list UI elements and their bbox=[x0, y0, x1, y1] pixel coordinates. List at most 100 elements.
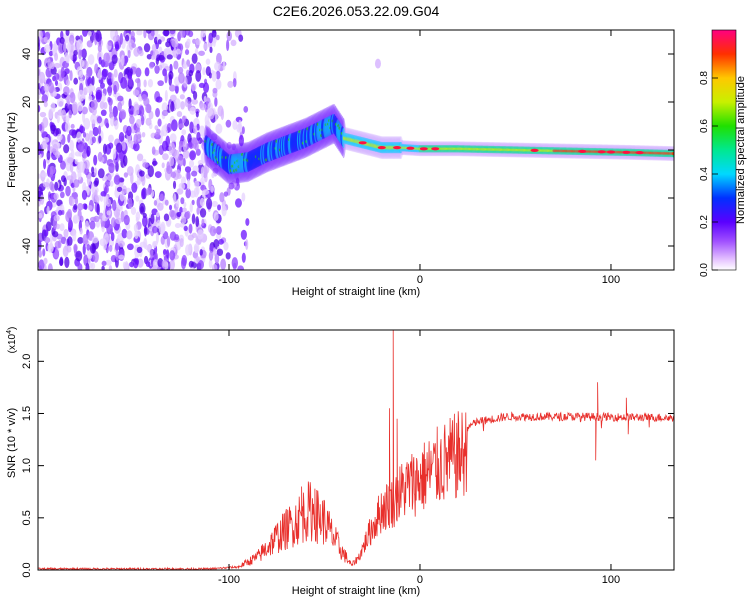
noise-blob bbox=[82, 233, 89, 246]
scale-close: ) bbox=[7, 327, 18, 330]
noise-blob bbox=[65, 30, 70, 36]
noise-blob bbox=[133, 133, 139, 145]
noise-blob bbox=[43, 257, 48, 265]
noise-blob bbox=[136, 153, 144, 162]
noise-blob bbox=[86, 40, 93, 48]
noise-blob bbox=[213, 211, 219, 221]
noise-blob bbox=[69, 161, 74, 173]
noise-blob bbox=[67, 236, 73, 247]
noise-blob bbox=[208, 258, 213, 269]
noise-blob bbox=[48, 50, 54, 57]
noise-blob bbox=[126, 125, 132, 137]
noise-blob bbox=[191, 137, 198, 149]
noise-blob bbox=[201, 30, 207, 38]
noise-blob bbox=[47, 263, 53, 270]
noise-blob bbox=[66, 175, 74, 181]
noise-blob bbox=[168, 142, 176, 154]
noise-blob bbox=[166, 54, 173, 60]
noise-blob bbox=[170, 171, 177, 179]
noise-blob bbox=[54, 79, 59, 87]
noise-blob bbox=[165, 41, 171, 48]
snr-series-line bbox=[38, 330, 674, 570]
noise-blob bbox=[230, 39, 237, 47]
noise-blob bbox=[77, 89, 85, 102]
noise-blob bbox=[166, 249, 170, 259]
y-tick-label: 1.5 bbox=[21, 406, 33, 421]
noise-blob bbox=[93, 154, 98, 166]
noise-blob bbox=[193, 125, 198, 135]
noise-blob bbox=[146, 104, 152, 114]
noise-blob bbox=[154, 132, 160, 138]
noise-blob bbox=[67, 133, 71, 143]
noise-blob bbox=[91, 166, 95, 174]
snr-x-ticks: -100 0 100 bbox=[218, 330, 620, 586]
noise-blob bbox=[98, 135, 102, 144]
chart-title: C2E6.2026.053.22.09.G04 bbox=[273, 3, 440, 19]
noise-blob bbox=[53, 62, 61, 69]
noise-blob bbox=[194, 245, 199, 254]
noise-blob bbox=[152, 264, 157, 270]
signal-core bbox=[671, 152, 674, 156]
noise-blob bbox=[114, 119, 119, 130]
noise-blob bbox=[60, 175, 66, 183]
noise-blob bbox=[110, 232, 115, 242]
noise-blob bbox=[38, 42, 41, 52]
noise-blob bbox=[38, 147, 42, 156]
noise-blob bbox=[113, 84, 117, 95]
noise-blob bbox=[169, 30, 176, 35]
noise-blob bbox=[85, 262, 90, 270]
noise-blob bbox=[168, 73, 173, 86]
colorbar: 0.0 0.2 0.4 0.6 0.8 Normalized spectral ampl… bbox=[699, 29, 747, 277]
noise-blob bbox=[151, 225, 158, 234]
noise-blob bbox=[41, 94, 49, 104]
noise-blob bbox=[54, 151, 61, 159]
noise-blob bbox=[216, 52, 222, 65]
noise-blob bbox=[63, 42, 67, 54]
noise-blob bbox=[136, 30, 143, 36]
y-tick-label: 40 bbox=[21, 48, 33, 60]
noise-blob bbox=[115, 250, 119, 261]
noise-blob bbox=[188, 69, 194, 77]
noise-blob bbox=[96, 116, 103, 124]
noise-blob bbox=[96, 72, 101, 79]
noise-blob bbox=[139, 202, 146, 215]
noise-blob bbox=[48, 165, 56, 175]
noise-blob bbox=[162, 153, 169, 161]
noise-blob bbox=[102, 238, 107, 251]
noise-blob bbox=[82, 243, 86, 256]
noise-blob bbox=[107, 84, 113, 97]
noise-blob bbox=[154, 65, 160, 74]
noise-blob bbox=[133, 47, 140, 57]
noise-blob bbox=[102, 143, 107, 155]
noise-blob bbox=[245, 238, 249, 251]
spectrogram-x-ticks: -100 0 100 bbox=[218, 30, 620, 286]
x-tick-label: -100 bbox=[218, 274, 240, 286]
noise-blob bbox=[188, 223, 193, 234]
noise-blob bbox=[43, 36, 48, 43]
noise-blob bbox=[118, 254, 125, 260]
noise-blob bbox=[47, 164, 51, 177]
noise-blob bbox=[147, 79, 154, 88]
noise-blob bbox=[202, 189, 210, 196]
noise-blob bbox=[169, 156, 175, 167]
snr-y-ticks: 0.0 0.5 1.0 1.5 2.0 bbox=[21, 354, 674, 578]
noise-blob bbox=[82, 203, 87, 210]
noise-blob bbox=[78, 161, 85, 173]
noise-blob bbox=[126, 230, 133, 240]
noise-blob bbox=[141, 188, 146, 200]
noise-blob bbox=[76, 131, 82, 143]
noise-blob bbox=[198, 125, 206, 137]
noise-blob bbox=[104, 185, 109, 194]
noise-blob bbox=[38, 58, 42, 68]
noise-blob bbox=[143, 97, 150, 107]
noise-blob bbox=[67, 208, 73, 220]
noise-blob bbox=[181, 115, 186, 124]
noise-blob bbox=[72, 229, 77, 242]
noise-blob bbox=[163, 30, 170, 37]
noise-blob bbox=[100, 93, 106, 103]
noise-blob bbox=[211, 263, 218, 270]
noise-blob bbox=[121, 185, 127, 195]
noise-blob bbox=[148, 61, 155, 69]
noise-blob bbox=[155, 232, 159, 244]
noise-blob bbox=[184, 49, 190, 56]
